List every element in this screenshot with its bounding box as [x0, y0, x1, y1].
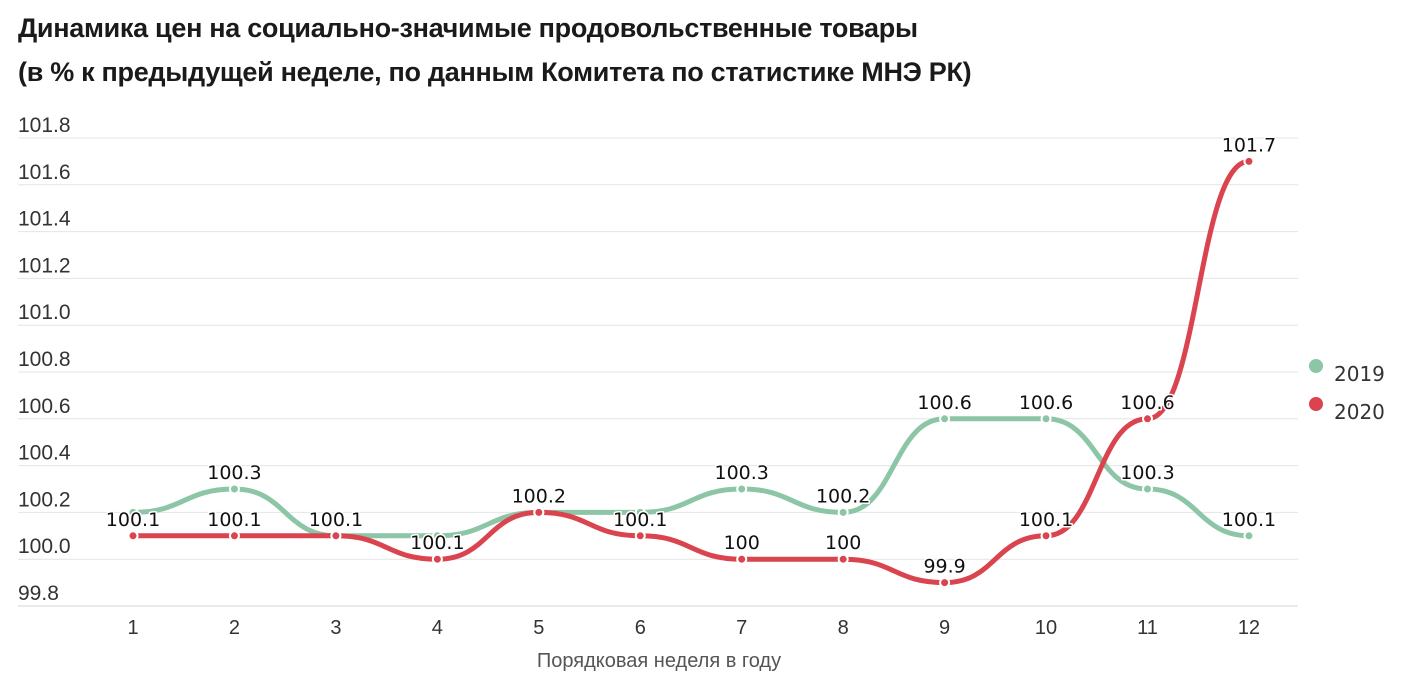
data-label-2020: 100.1: [410, 532, 464, 554]
data-label-2020: 100.1: [1019, 509, 1073, 531]
data-label-2020: 100.1: [106, 509, 160, 531]
data-label-2019: 100.6: [917, 392, 971, 414]
data-point-2019: [1243, 530, 1255, 542]
data-label-2020: 100.1: [207, 509, 261, 531]
x-tick-label: 3: [330, 617, 341, 639]
y-axis-ticks: 99.8 100.0 100.2 100.4 100.6 100.8 101.0 101.2 1…: [18, 114, 71, 605]
data-point-2020: [1040, 530, 1052, 542]
x-axis-label: Порядковая неделя в году: [537, 650, 781, 672]
chart-title: Динамика цен на социально-значимые продо…: [18, 13, 918, 43]
data-point-2020: [431, 553, 443, 565]
data-point-2020: [533, 506, 545, 518]
x-tick-label: 1: [127, 617, 138, 639]
y-tick-label: 101.2: [18, 254, 71, 277]
legend-marker-2020: [1309, 397, 1323, 411]
data-point-2019: [736, 483, 748, 495]
data-label-2019: 100.3: [207, 462, 261, 484]
y-tick-label: 100.8: [18, 348, 71, 371]
legend-label-2020: 2020: [1334, 400, 1385, 424]
y-tick-label: 99.8: [18, 582, 59, 605]
data-label-2019: 100.3: [714, 462, 768, 484]
data-label-2019: 100.6: [1019, 392, 1073, 414]
data-point-2019: [127, 506, 139, 518]
data-point-2019: [431, 530, 443, 542]
x-tick-label: 6: [635, 617, 646, 639]
series-line-2019: [130, 416, 1252, 539]
data-label-2020: 101.7: [1222, 134, 1276, 156]
data-label-2020: 100.1: [613, 509, 667, 531]
y-tick-label: 100.2: [18, 488, 71, 511]
x-axis-ticks: 1 2 3 4 5 6 7 8 9 10 11 12: [127, 617, 1260, 639]
x-tick-label: 12: [1238, 617, 1260, 639]
data-point-2020: [330, 530, 342, 542]
legend-marker-2019: [1309, 359, 1323, 373]
x-tick-label: 9: [939, 617, 950, 639]
y-tick-label: 100.6: [18, 395, 71, 418]
data-point-2019: [1142, 483, 1153, 495]
x-tick-label: 5: [533, 617, 544, 639]
x-tick-label: 11: [1137, 617, 1158, 639]
data-point-2020: [1243, 155, 1255, 167]
gridlines: [18, 137, 1298, 607]
y-tick-label: 100.4: [18, 442, 71, 465]
x-tick-label: 2: [229, 617, 240, 639]
chart-title-block: Динамика цен на социально-значимые продо…: [18, 6, 972, 94]
y-tick-label: 100.0: [18, 535, 71, 558]
series-points: [127, 155, 1255, 589]
legend-label-2019: 2019: [1334, 362, 1385, 386]
x-tick-label: 8: [838, 617, 849, 639]
data-label-2020: 100: [724, 532, 760, 554]
data-point-2019: [1040, 413, 1052, 425]
data-point-2020: [634, 530, 646, 542]
data-label-2020: 100: [825, 532, 861, 554]
data-point-2019: [228, 483, 240, 495]
data-point-2020: [228, 530, 240, 542]
data-point-2020: [939, 577, 951, 589]
data-label-2020: 100.2: [512, 485, 566, 507]
data-point-2020: [736, 553, 748, 565]
data-point-2020: [1142, 413, 1153, 425]
data-label-2019: 100.3: [1120, 462, 1174, 484]
data-label-2020: 100.1: [309, 509, 363, 531]
data-label-2019: 100.2: [816, 485, 870, 507]
data-point-2019: [634, 506, 646, 518]
x-tick-label: 4: [432, 617, 443, 639]
data-label-2020: 100.6: [1120, 392, 1174, 414]
data-labels: 100.3 100.3 100.2 100.6 100.6 100.3 100.1 100.1…: [104, 133, 1277, 579]
y-tick-label: 101.4: [18, 208, 71, 231]
data-label-2020: 99.9: [923, 556, 965, 578]
y-tick-label: 101.0: [18, 301, 71, 324]
data-point-2020: [837, 553, 849, 565]
chart-subtitle: (в % к предыдущей неделе, по данным Коми…: [18, 57, 972, 87]
data-point-2019: [837, 506, 849, 518]
x-tick-label: 7: [736, 617, 747, 639]
x-tick-label: 10: [1035, 617, 1057, 639]
data-label-2019: 100.1: [1222, 509, 1276, 531]
data-point-2020: [127, 530, 139, 542]
y-tick-label: 101.8: [18, 114, 71, 137]
data-point-2019: [939, 413, 951, 425]
legend: 2019 2020: [1309, 359, 1385, 424]
y-tick-label: 101.6: [18, 161, 71, 184]
